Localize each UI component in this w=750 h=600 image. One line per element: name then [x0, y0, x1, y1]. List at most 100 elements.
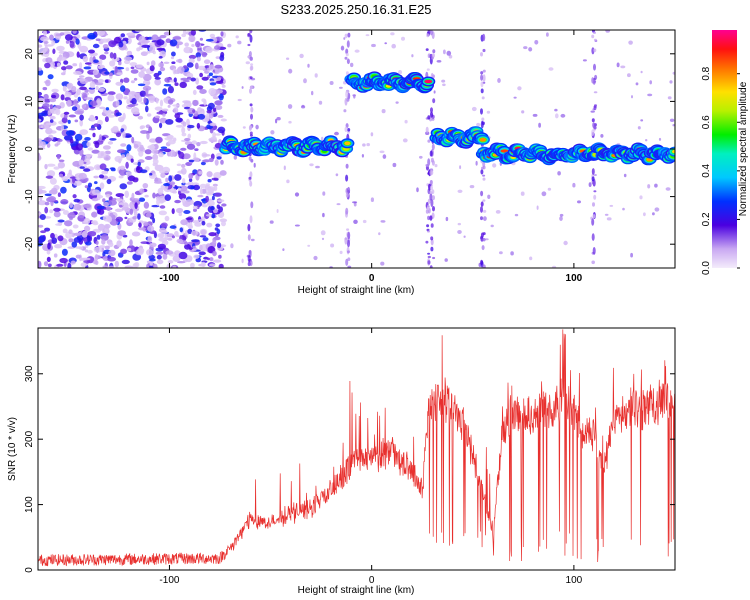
- noise-speck: [322, 191, 326, 196]
- noise-speck: [165, 119, 174, 125]
- streak-speck: [250, 63, 254, 66]
- noise-speck: [181, 163, 186, 168]
- streak-speck: [247, 234, 251, 241]
- noise-speck: [667, 96, 672, 100]
- streak-speck: [249, 76, 253, 79]
- noise-speck: [200, 161, 206, 166]
- noise-speck: [60, 94, 65, 101]
- noise-speck: [201, 204, 208, 208]
- noise-speck: [192, 109, 196, 113]
- noise-speck: [172, 255, 181, 262]
- noise-speck: [129, 208, 134, 215]
- noise-speck: [66, 83, 72, 89]
- streak-speck: [249, 131, 253, 135]
- noise-speck: [334, 131, 339, 136]
- noise-speck: [176, 43, 180, 49]
- noise-speck: [652, 212, 655, 216]
- streak-speck: [347, 32, 351, 38]
- y-tick-label: -10: [24, 189, 35, 204]
- noise-speck: [133, 208, 137, 214]
- noise-speck: [276, 117, 281, 121]
- streak-speck: [429, 150, 433, 157]
- noise-speck: [141, 44, 151, 49]
- noise-speck: [174, 113, 181, 119]
- noise-speck: [69, 202, 73, 208]
- streak-speck: [591, 118, 595, 123]
- noise-speck: [93, 175, 99, 179]
- streak-speck: [427, 230, 430, 233]
- noise-speck: [122, 112, 126, 120]
- streak-speck: [344, 56, 348, 60]
- noise-speck: [218, 93, 224, 101]
- noise-speck: [154, 77, 161, 80]
- noise-speck: [56, 263, 64, 267]
- noise-speck: [547, 187, 552, 191]
- noise-speck: [181, 132, 187, 137]
- noise-speck: [69, 138, 74, 144]
- noise-speck: [136, 47, 141, 52]
- noise-speck: [604, 213, 609, 216]
- noise-speck: [170, 56, 175, 60]
- noise-speck: [207, 187, 214, 194]
- noise-speck: [115, 216, 124, 222]
- noise-speck: [38, 67, 43, 71]
- noise-speck: [242, 126, 246, 129]
- noise-speck: [336, 203, 341, 206]
- noise-speck: [362, 143, 366, 147]
- noise-speck: [237, 98, 242, 102]
- noise-speck: [218, 254, 222, 259]
- noise-speck: [179, 227, 184, 233]
- noise-speck: [44, 206, 49, 214]
- noise-speck: [107, 114, 116, 118]
- noise-speck: [138, 227, 146, 231]
- noise-speck: [145, 81, 151, 85]
- noise-speck: [51, 237, 58, 244]
- noise-speck: [654, 207, 660, 212]
- streak-speck: [347, 128, 351, 132]
- noise-speck: [147, 95, 156, 101]
- noise-speck: [459, 165, 462, 170]
- noise-speck: [214, 64, 223, 69]
- noise-speck: [49, 119, 54, 123]
- noise-speck: [66, 99, 72, 107]
- noise-speck: [186, 143, 196, 150]
- noise-speck: [45, 175, 54, 179]
- noise-speck: [220, 118, 227, 122]
- noise-speck: [181, 126, 186, 134]
- colorbar-tick-label: 0.8: [701, 66, 712, 80]
- noise-speck: [190, 30, 196, 36]
- noise-speck: [208, 232, 217, 237]
- noise-speck: [181, 104, 188, 108]
- noise-speck: [106, 215, 113, 223]
- noise-speck: [181, 182, 187, 186]
- ridge-blob: [479, 138, 486, 142]
- colorbar-gradient: [712, 30, 737, 268]
- noise-speck: [126, 98, 131, 105]
- noise-speck: [139, 169, 148, 173]
- noise-speck: [552, 265, 557, 268]
- noise-speck: [184, 241, 188, 246]
- noise-speck: [347, 265, 352, 268]
- noise-speck: [149, 258, 156, 262]
- noise-speck: [188, 35, 196, 43]
- noise-speck: [47, 110, 51, 116]
- noise-speck: [131, 98, 137, 105]
- noise-speck: [78, 78, 86, 82]
- noise-speck: [40, 36, 49, 42]
- x-tick-label: -100: [159, 273, 179, 284]
- noise-speck: [122, 131, 126, 139]
- noise-speck: [57, 154, 61, 160]
- noise-speck: [178, 151, 185, 159]
- noise-speck: [117, 149, 126, 154]
- noise-speck: [114, 155, 123, 163]
- streak-speck: [593, 105, 597, 111]
- noise-speck: [147, 113, 152, 117]
- noise-speck: [115, 112, 122, 117]
- noise-speck: [96, 205, 105, 210]
- noise-speck: [471, 106, 477, 112]
- noise-speck: [559, 216, 563, 222]
- noise-speck: [149, 260, 153, 266]
- streak-speck: [480, 81, 484, 88]
- noise-speck: [129, 201, 136, 209]
- noise-speck: [321, 237, 325, 241]
